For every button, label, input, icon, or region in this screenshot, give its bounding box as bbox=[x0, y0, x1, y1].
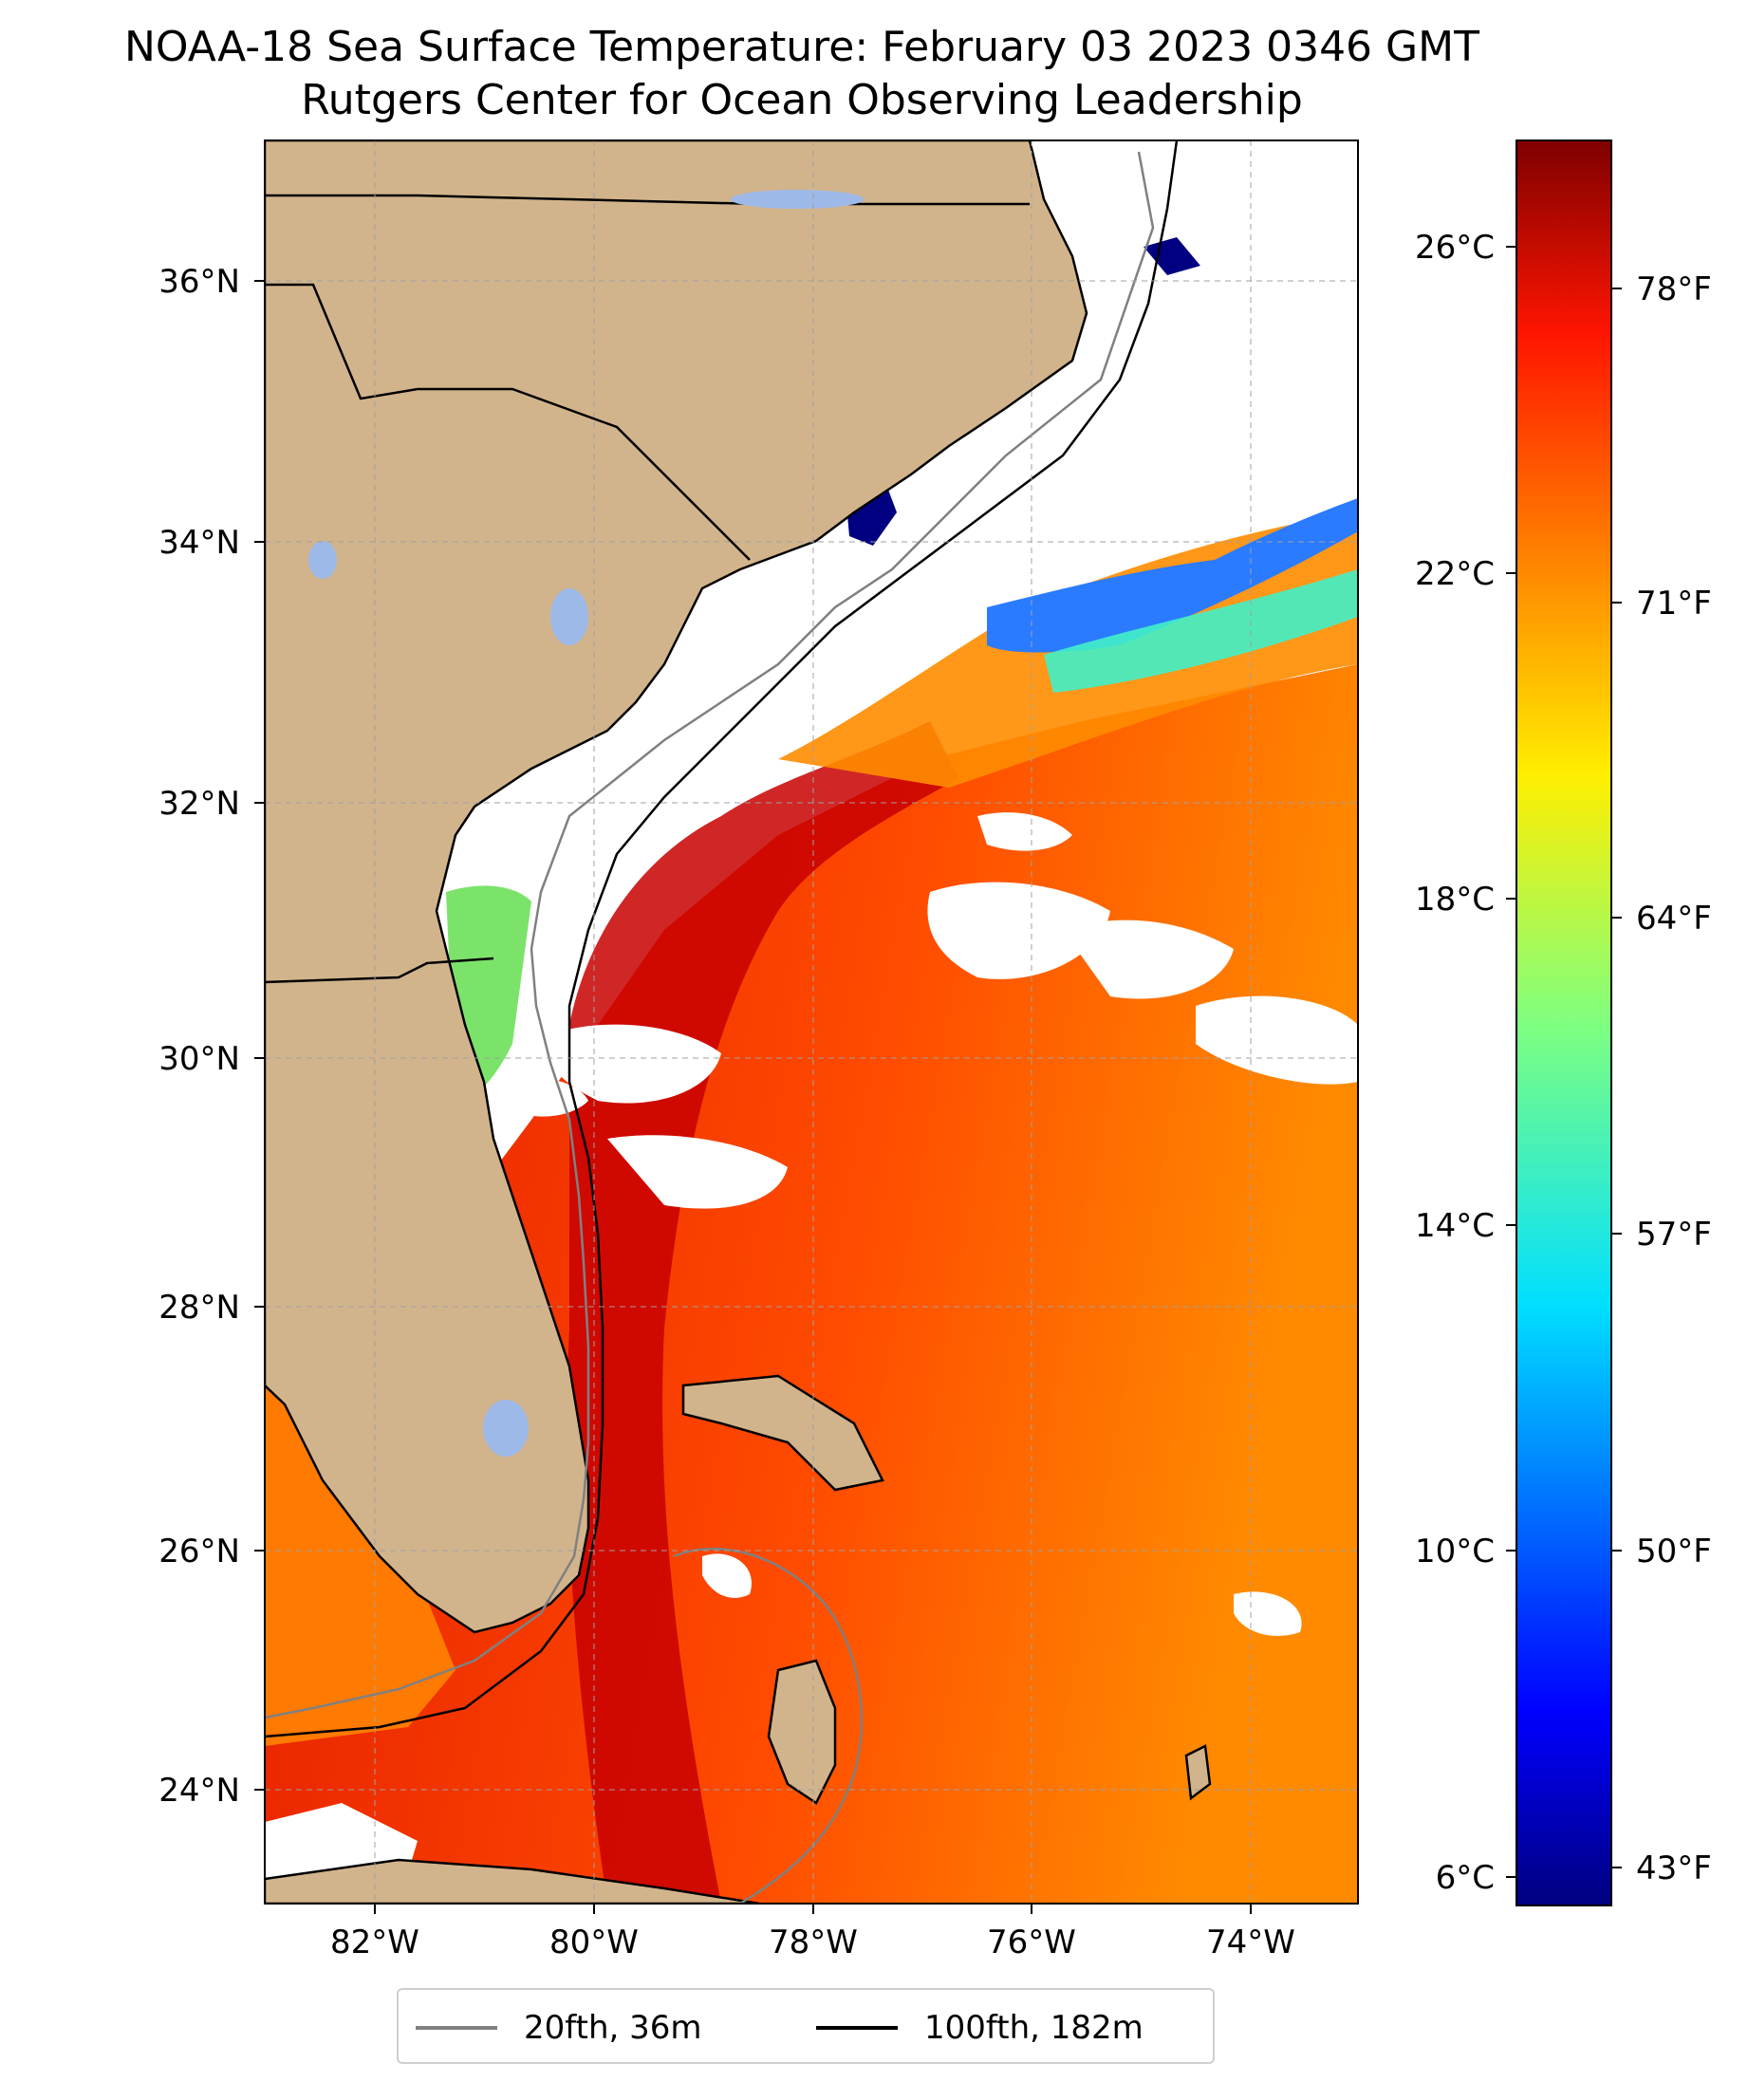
land-andros-island bbox=[767, 1659, 837, 1805]
lat-label: 28°N bbox=[158, 1289, 240, 1327]
colorbar-celsius-label: 18°C bbox=[1415, 881, 1495, 919]
lat-label: 36°N bbox=[158, 263, 240, 301]
lat-label: 34°N bbox=[158, 524, 240, 562]
legend-label: 20fth, 36m bbox=[524, 2009, 702, 2047]
colorbar-celsius-label: 22°C bbox=[1415, 555, 1495, 593]
legend: 20fth, 36m 100fth, 182m bbox=[397, 1988, 1215, 2064]
lat-label: 26°N bbox=[158, 1533, 240, 1570]
contour-20fth bbox=[265, 151, 1155, 1719]
lat-label: 24°N bbox=[158, 1772, 240, 1810]
lat-label: 30°N bbox=[158, 1040, 240, 1078]
colorbar-fahrenheit-label: 78°F bbox=[1636, 270, 1712, 308]
colorbar-celsius-label: 10°C bbox=[1415, 1533, 1495, 1570]
land-grand-bahama bbox=[681, 1374, 884, 1492]
legend-label: 100fth, 182m bbox=[924, 2009, 1144, 2047]
colorbar-fahrenheit-label: 50°F bbox=[1636, 1533, 1712, 1570]
colorbar-celsius-label: 6°C bbox=[1436, 1859, 1495, 1897]
colorbar-ticks bbox=[1506, 246, 1622, 1878]
legend-item-20fth: 20fth, 36m bbox=[416, 2007, 702, 2049]
lat-ticks bbox=[254, 280, 265, 1791]
colorbar-celsius-label: 14°C bbox=[1415, 1207, 1495, 1245]
colorbar-fahrenheit-label: 71°F bbox=[1636, 585, 1712, 623]
lat-label: 32°N bbox=[158, 785, 240, 823]
colorbar-fahrenheit-label: 64°F bbox=[1636, 900, 1712, 938]
lon-label: 78°W bbox=[769, 1923, 858, 1961]
legend-line-black-swatch bbox=[816, 2026, 898, 2030]
land-cuba-edge bbox=[265, 1858, 760, 1904]
legend-line-gray-swatch bbox=[416, 2026, 497, 2030]
contour-bahamas bbox=[673, 1547, 864, 1904]
colorbar bbox=[1516, 139, 1612, 1906]
map-subtitle: Rutgers Center for Ocean Observing Leade… bbox=[301, 76, 1303, 124]
map-title: NOAA-18 Sea Surface Temperature: Februar… bbox=[124, 23, 1479, 71]
sst-gulf-stream-core bbox=[567, 721, 958, 1904]
lon-label: 80°W bbox=[549, 1923, 639, 1961]
lon-label: 74°W bbox=[1206, 1923, 1295, 1961]
sst-cold-band bbox=[987, 498, 1358, 653]
map-frame bbox=[264, 139, 1359, 1905]
legend-item-100fth: 100fth, 182m bbox=[816, 2007, 1144, 2049]
land-us-southeast bbox=[265, 140, 1088, 1634]
land-masses bbox=[265, 140, 1212, 1904]
sst-cyan-band bbox=[1044, 569, 1358, 693]
map-panel bbox=[265, 140, 1358, 1904]
gridlines bbox=[265, 140, 1358, 1904]
colorbar-fahrenheit-label: 43°F bbox=[1636, 1849, 1712, 1887]
land-small-cay bbox=[1184, 1744, 1212, 1801]
contour-100fth bbox=[265, 140, 1179, 1738]
sst-offshore-cold bbox=[1144, 237, 1200, 275]
lon-ticks bbox=[374, 1904, 1252, 1914]
colorbar-celsius-label: 26°C bbox=[1415, 229, 1495, 267]
colorbar-fahrenheit-label: 57°F bbox=[1636, 1216, 1712, 1254]
lon-label: 76°W bbox=[987, 1923, 1076, 1961]
lon-label: 82°W bbox=[330, 1923, 419, 1961]
lakes bbox=[308, 190, 864, 1457]
